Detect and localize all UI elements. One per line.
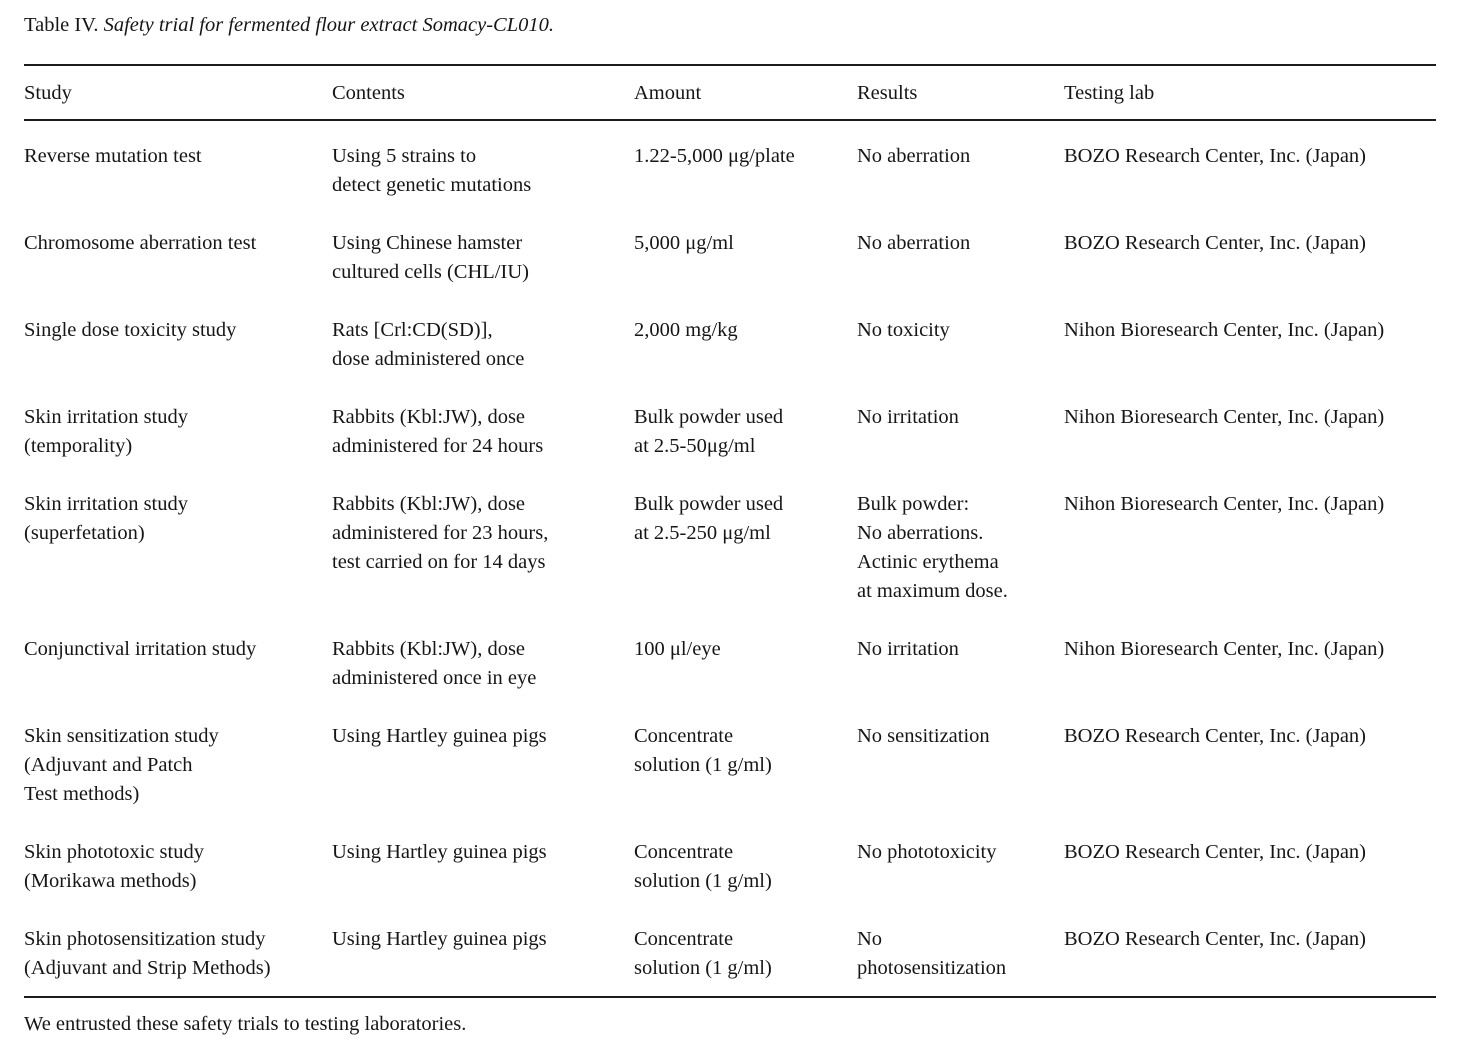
cell-amount: 1.22-5,000 μg/plate <box>634 145 795 167</box>
table-row: Skin irritation study (temporality) Rabb… <box>24 403 1436 490</box>
table-body: Reverse mutation test Using 5 strains to… <box>24 120 1436 997</box>
cell-testing-lab: Nihon Bioresearch Center, Inc. (Japan) <box>1064 319 1385 341</box>
cell-results: No aberration <box>857 232 971 254</box>
cell-contents: Using Hartley guinea pigs <box>332 841 547 863</box>
table-row: Skin phototoxic study (Morikawa methods)… <box>24 838 1436 925</box>
cell-amount: Bulk powder used at 2.5-50μg/ml <box>634 406 784 457</box>
table-caption: Table IV. Safety trial for fermented flo… <box>24 12 1436 38</box>
cell-contents: Using 5 strains to detect genetic mutati… <box>332 145 532 196</box>
cell-study: Skin photosensitization study (Adjuvant … <box>24 928 271 979</box>
cell-study: Skin irritation study (temporality) <box>24 406 188 457</box>
cell-study: Skin phototoxic study (Morikawa methods) <box>24 841 204 892</box>
column-header-amount: Amount <box>634 65 857 121</box>
cell-study: Single dose toxicity study <box>24 319 237 341</box>
cell-study: Chromosome aberration test <box>24 232 257 254</box>
table-row: Reverse mutation test Using 5 strains to… <box>24 120 1436 229</box>
safety-trial-table: Study Contents Amount Results Testing la… <box>24 64 1436 998</box>
cell-contents: Using Hartley guinea pigs <box>332 928 547 950</box>
column-header-testing-lab: Testing lab <box>1064 65 1436 121</box>
cell-amount: 2,000 mg/kg <box>634 319 738 341</box>
cell-amount: 5,000 μg/ml <box>634 232 734 254</box>
cell-results: No sensitization <box>857 725 990 747</box>
table-row: Conjunctival irritation study Rabbits (K… <box>24 635 1436 722</box>
cell-testing-lab: BOZO Research Center, Inc. (Japan) <box>1064 725 1367 747</box>
cell-study: Reverse mutation test <box>24 145 202 167</box>
cell-results: No photosensitization <box>857 928 1007 979</box>
cell-testing-lab: Nihon Bioresearch Center, Inc. (Japan) <box>1064 406 1385 428</box>
cell-testing-lab: BOZO Research Center, Inc. (Japan) <box>1064 928 1367 950</box>
column-header-results: Results <box>857 65 1064 121</box>
cell-contents: Rabbits (Kbl:JW), dose administered once… <box>332 638 537 689</box>
cell-amount: 100 μl/eye <box>634 638 721 660</box>
table-caption-text: Safety trial for fermented flour extract… <box>103 14 554 36</box>
cell-study: Conjunctival irritation study <box>24 638 257 660</box>
cell-results: No toxicity <box>857 319 950 341</box>
table-row: Skin photosensitization study (Adjuvant … <box>24 925 1436 997</box>
cell-contents: Rats [Crl:CD(SD)], dose administered onc… <box>332 319 525 370</box>
table-header: Study Contents Amount Results Testing la… <box>24 65 1436 121</box>
table-footnote: We entrusted these safety trials to test… <box>24 1013 467 1035</box>
cell-amount: Concentrate solution (1 g/ml) <box>634 928 772 979</box>
cell-contents: Using Hartley guinea pigs <box>332 725 547 747</box>
table-row: Single dose toxicity study Rats [Crl:CD(… <box>24 316 1436 403</box>
cell-testing-lab: Nihon Bioresearch Center, Inc. (Japan) <box>1064 638 1385 660</box>
header-row: Study Contents Amount Results Testing la… <box>24 65 1436 121</box>
cell-contents: Rabbits (Kbl:JW), dose administered for … <box>332 493 549 573</box>
cell-testing-lab: BOZO Research Center, Inc. (Japan) <box>1064 145 1367 167</box>
cell-results: No aberration <box>857 145 971 167</box>
cell-contents: Rabbits (Kbl:JW), dose administered for … <box>332 406 544 457</box>
cell-study: Skin sensitization study (Adjuvant and P… <box>24 725 219 805</box>
cell-study: Skin irritation study (superfetation) <box>24 493 188 544</box>
table-row: Skin sensitization study (Adjuvant and P… <box>24 722 1436 838</box>
cell-amount: Bulk powder used at 2.5-250 μg/ml <box>634 493 784 544</box>
cell-amount: Concentrate solution (1 g/ml) <box>634 725 772 776</box>
cell-results: No phototoxicity <box>857 841 997 863</box>
table-number-label: Table IV. <box>24 14 99 36</box>
table-row: Skin irritation study (superfetation) Ra… <box>24 490 1436 635</box>
cell-results: Bulk powder: No aberrations. Actinic ery… <box>857 493 1008 602</box>
cell-results: No irritation <box>857 638 959 660</box>
column-header-contents: Contents <box>332 65 634 121</box>
cell-testing-lab: BOZO Research Center, Inc. (Japan) <box>1064 841 1367 863</box>
cell-results: No irritation <box>857 406 959 428</box>
cell-amount: Concentrate solution (1 g/ml) <box>634 841 772 892</box>
cell-testing-lab: Nihon Bioresearch Center, Inc. (Japan) <box>1064 493 1385 515</box>
column-header-study: Study <box>24 65 332 121</box>
cell-testing-lab: BOZO Research Center, Inc. (Japan) <box>1064 232 1367 254</box>
table-row: Chromosome aberration test Using Chinese… <box>24 229 1436 316</box>
cell-contents: Using Chinese hamster cultured cells (CH… <box>332 232 529 283</box>
